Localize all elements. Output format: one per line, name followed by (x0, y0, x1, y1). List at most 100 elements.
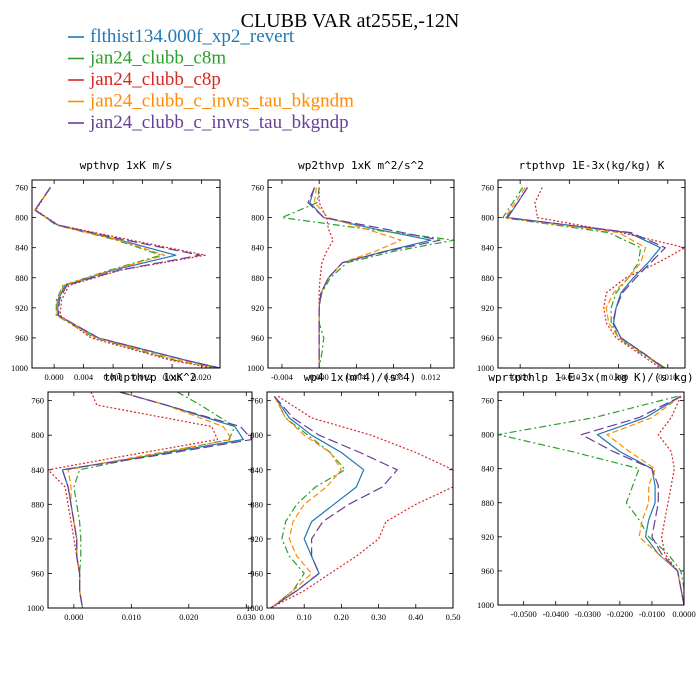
series-line (596, 395, 684, 605)
y-tick-label: 960 (481, 333, 494, 343)
series-line (34, 187, 220, 368)
series-group (498, 395, 684, 605)
y-tick-label: 760 (250, 396, 263, 406)
x-tick-label: 0.004 (347, 372, 367, 382)
x-tick-label: 0.020 (179, 612, 198, 622)
series-line (270, 395, 398, 608)
panel-title: wprtpthlp 1-E-3x(m kg K)/(s kg) (488, 371, 693, 384)
y-tick-label: 840 (15, 243, 28, 253)
plot-frame (497, 179, 686, 369)
panel-title: wp4 1x(m^4)/(s^4) (304, 371, 417, 384)
y-tick-label: 800 (15, 213, 28, 223)
panel-5: wp4 1x(m^4)/(s^4) 0.00 0.10 0.20 0.30 0.40 0.5… (246, 371, 460, 622)
x-tick-label: 0.008 (384, 372, 403, 382)
panel-1: wpthvp 1xK m/s 0.000 0.004 0.008 0.012 0.016 0… (11, 159, 221, 382)
series-line (657, 396, 684, 605)
y-tick-label: 880 (481, 273, 494, 283)
y-tick-label: 1000 (246, 603, 263, 613)
panel-6: wprtpthlp 1-E-3x(m kg K)/(s kg) -0.0500 -0… (477, 371, 696, 619)
x-tick-label: 0.50 (446, 612, 461, 622)
plot-frame (266, 391, 454, 609)
y-tick-label: 840 (31, 465, 44, 475)
x-tick-label: 0.012 (421, 372, 440, 382)
legend: flthist134.000f_xp2_revert jan24_clubb_c8… (68, 26, 354, 133)
series-line (270, 396, 346, 608)
series-group (34, 187, 220, 368)
series-line (270, 395, 453, 608)
x-tick-label: -0.020 (509, 372, 531, 382)
series-line (498, 395, 684, 605)
panels: wpthvp 1xK m/s 0.000 0.004 0.008 0.012 0.016 0… (11, 159, 696, 622)
plot-frame (31, 179, 221, 369)
y-tick-label: 880 (31, 499, 44, 509)
series-line (67, 392, 233, 608)
x-tick-label: 0.030 (237, 612, 256, 622)
x-tick-label: 0.010 (658, 372, 677, 382)
y-tick-label: 960 (31, 568, 44, 578)
legend-entry: jan24_clubb_c_invrs_tau_bkgndp (68, 112, 349, 133)
x-tick-label: -0.0500 (511, 609, 537, 619)
x-tick-label: -0.004 (271, 372, 294, 382)
y-tick-label: 1000 (27, 603, 44, 613)
x-tick-label: 0.20 (334, 612, 349, 622)
x-tick-label: -0.0100 (639, 609, 665, 619)
x-tick-label: 0.40 (408, 612, 423, 622)
legend-label: jan24_clubb_c_invrs_tau_bkgndp (89, 112, 349, 133)
x-tick-label: 0.000 (45, 372, 64, 382)
figure-title: CLUBB VAR at255E,-12N (241, 10, 460, 32)
series-group (502, 187, 685, 368)
series-line (35, 187, 213, 368)
x-tick-label: 0.10 (297, 612, 312, 622)
series-group (270, 395, 453, 608)
series-line (580, 395, 684, 605)
y-tick-label: 840 (481, 243, 494, 253)
y-tick-label: 1000 (247, 363, 264, 373)
legend-label: flthist134.000f_xp2_revert (90, 26, 295, 47)
panel-4: thlpthvp 1xK^2 0.000 0.010 0.020 0.030 760 800… (27, 371, 256, 622)
y-tick-label: 920 (31, 534, 44, 544)
panel-title: rtpthvp 1E-3x(kg/kg) K (519, 159, 665, 172)
y-tick-label: 760 (481, 396, 494, 406)
series-line (507, 187, 664, 368)
y-tick-label: 1000 (11, 363, 28, 373)
x-tick-label: 0.020 (192, 372, 211, 382)
series-line (34, 187, 218, 368)
y-tick-label: 920 (481, 303, 494, 313)
legend-entry: jan24_clubb_c_invrs_tau_bkgndm (68, 91, 354, 112)
y-tick-label: 840 (251, 243, 264, 253)
plot-frame (267, 179, 455, 369)
series-group (48, 392, 252, 608)
panel-2: wp2thvp 1xK m^2/s^2 -0.004 0.000 0.004 0.008… (247, 159, 455, 382)
y-tick-label: 760 (15, 183, 28, 193)
series-line (504, 187, 666, 368)
series-line (270, 395, 365, 608)
legend-entry: flthist134.000f_xp2_revert (68, 26, 295, 47)
x-tick-label: -0.010 (558, 372, 580, 382)
series-line (281, 187, 454, 368)
y-tick-label: 960 (250, 568, 263, 578)
x-tick-label: 0.016 (163, 372, 182, 382)
x-tick-label: 0.000 (64, 612, 83, 622)
panel-3: rtpthvp 1E-3x(kg/kg) K -0.020 -0.010 0.000 0… (477, 159, 686, 382)
series-line (270, 396, 342, 608)
y-tick-label: 880 (250, 499, 263, 509)
x-tick-label: 0.00 (260, 612, 275, 622)
x-tick-label: 0.000 (310, 372, 329, 382)
y-tick-label: 760 (251, 183, 264, 193)
plot-frame (47, 391, 253, 609)
panel-title: wp2thvp 1xK m^2/s^2 (298, 159, 424, 172)
legend-entry: jan24_clubb_c8p (68, 69, 221, 90)
y-tick-label: 960 (15, 333, 28, 343)
y-tick-label: 1000 (477, 600, 494, 610)
x-tick-label: 0.012 (133, 372, 152, 382)
y-tick-label: 1000 (477, 363, 494, 373)
plot-frame (497, 391, 685, 606)
y-tick-label: 760 (481, 183, 494, 193)
x-tick-label: 0.010 (122, 612, 141, 622)
panel-title: wpthvp 1xK m/s (80, 159, 173, 172)
y-tick-label: 920 (481, 532, 494, 542)
y-tick-label: 920 (251, 303, 264, 313)
series-line (505, 187, 666, 368)
series-line (48, 392, 219, 608)
y-tick-label: 960 (251, 333, 264, 343)
